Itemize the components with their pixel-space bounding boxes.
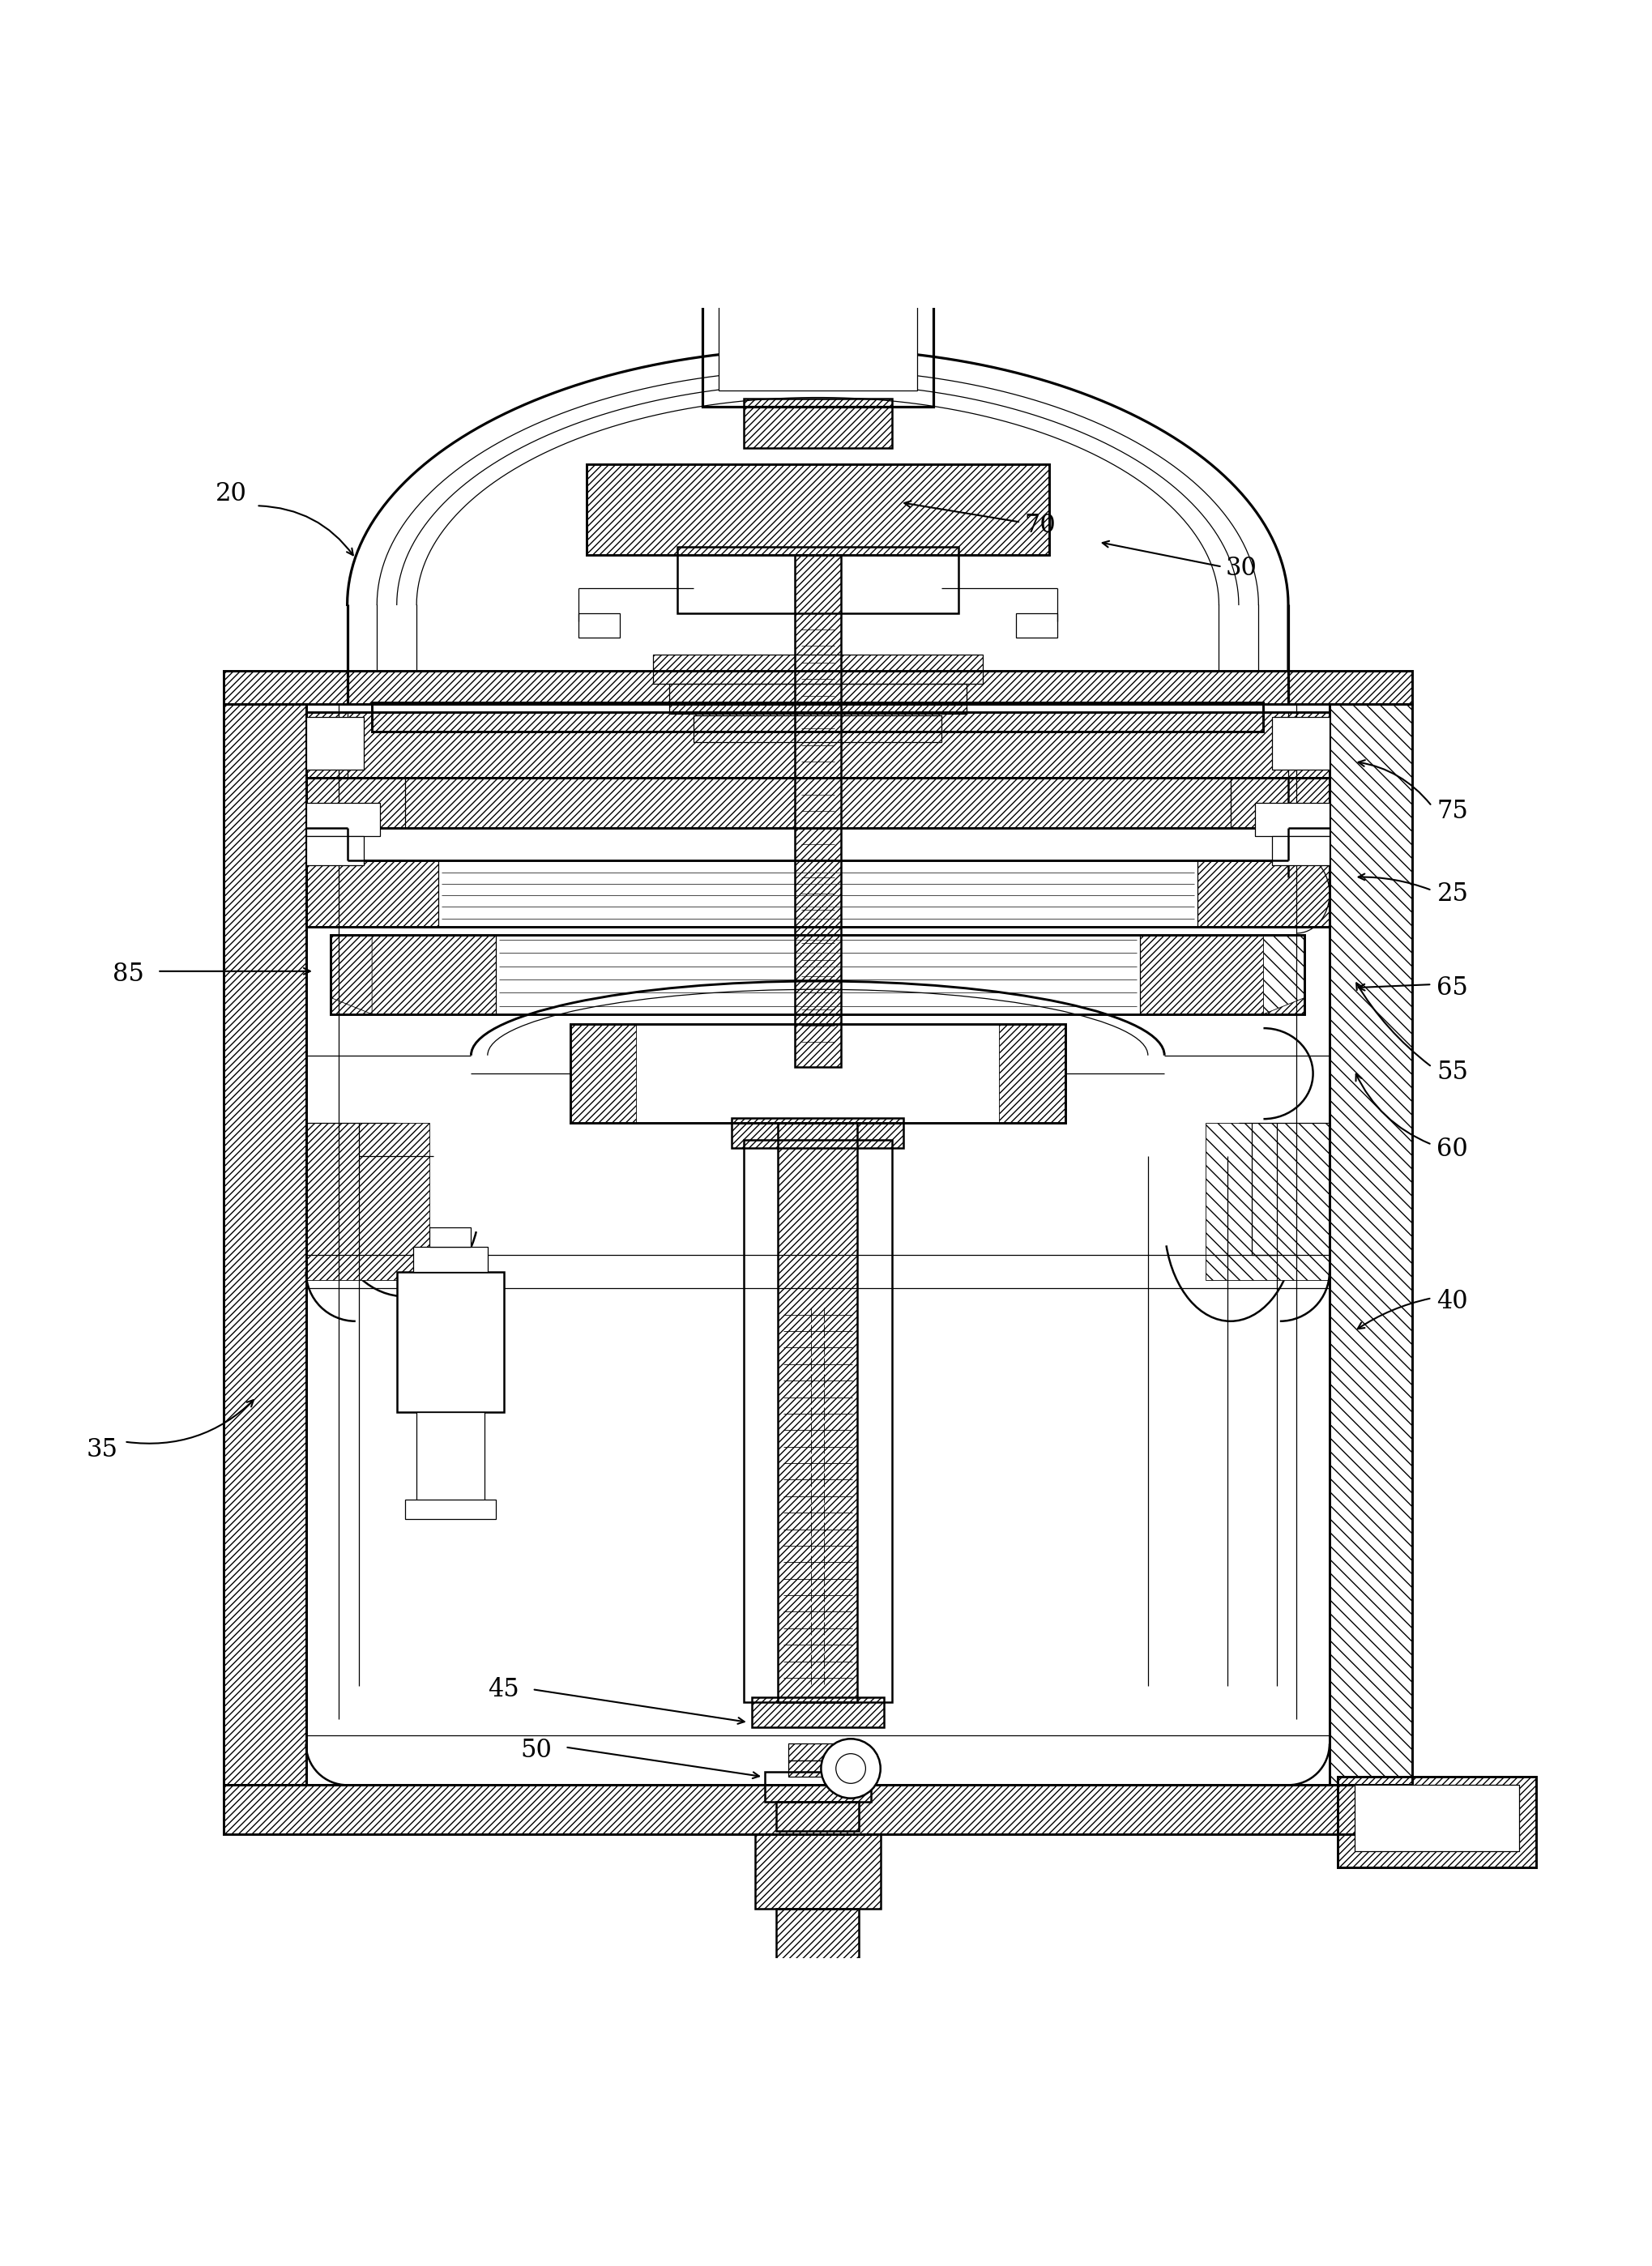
Bar — [719, 274, 917, 390]
Polygon shape — [719, 274, 917, 390]
Bar — [776, 1908, 859, 1967]
Text: 20: 20 — [215, 483, 246, 508]
Bar — [743, 1140, 892, 1702]
Polygon shape — [788, 1761, 847, 1777]
Text: 70: 70 — [1024, 512, 1056, 537]
Polygon shape — [1264, 936, 1305, 1015]
Polygon shape — [1231, 777, 1330, 827]
Bar — [223, 705, 306, 1786]
Bar — [1256, 802, 1330, 836]
Bar — [413, 1246, 487, 1271]
Polygon shape — [1338, 1777, 1536, 1867]
Polygon shape — [788, 1745, 847, 1761]
Bar — [578, 614, 620, 637]
Text: 45: 45 — [487, 1677, 519, 1702]
Polygon shape — [306, 777, 1330, 827]
Text: 25: 25 — [1437, 881, 1469, 906]
Bar — [1355, 1786, 1520, 1851]
Bar — [788, 1761, 847, 1777]
Bar — [788, 1967, 847, 2024]
Circle shape — [821, 1738, 881, 1799]
Polygon shape — [1330, 705, 1412, 1786]
Bar — [416, 1412, 484, 1502]
Bar — [1338, 1777, 1536, 1867]
Polygon shape — [776, 1908, 859, 1967]
Polygon shape — [306, 1124, 430, 1280]
Polygon shape — [306, 712, 1330, 777]
Bar — [306, 861, 1330, 927]
Polygon shape — [306, 836, 363, 866]
Polygon shape — [1206, 1124, 1330, 1280]
Bar — [223, 1786, 1412, 1835]
Bar — [306, 836, 363, 866]
Bar — [306, 802, 380, 836]
Polygon shape — [653, 655, 983, 684]
Bar — [752, 1697, 884, 1727]
Polygon shape — [1198, 861, 1330, 927]
Polygon shape — [755, 1835, 881, 1908]
Bar — [653, 655, 983, 684]
Bar — [702, 267, 933, 406]
Bar — [732, 1117, 904, 1149]
Polygon shape — [752, 1697, 884, 1727]
Bar — [1272, 836, 1330, 866]
Bar — [570, 1024, 1066, 1124]
Bar — [405, 1500, 496, 1518]
Polygon shape — [776, 1801, 859, 1831]
Bar — [1272, 716, 1330, 770]
Polygon shape — [1256, 802, 1330, 836]
Bar — [778, 1124, 857, 1702]
Polygon shape — [306, 802, 380, 836]
Polygon shape — [778, 1124, 857, 1702]
Bar — [430, 1228, 471, 1246]
Polygon shape — [306, 777, 405, 827]
Bar — [223, 671, 1412, 705]
Polygon shape — [223, 705, 306, 1786]
Bar — [586, 465, 1049, 555]
Bar — [372, 702, 1264, 732]
Bar — [1330, 705, 1412, 1786]
Bar — [306, 716, 363, 770]
Text: 85: 85 — [112, 963, 144, 988]
Bar — [765, 1772, 871, 1801]
Bar — [330, 936, 1305, 1015]
Bar — [306, 777, 1330, 827]
Bar — [677, 546, 958, 614]
Bar — [755, 1835, 881, 1908]
Polygon shape — [306, 861, 438, 927]
Polygon shape — [795, 555, 841, 1067]
Bar — [743, 399, 892, 449]
Polygon shape — [694, 716, 942, 741]
Bar — [396, 1271, 504, 1412]
Polygon shape — [999, 1024, 1066, 1124]
Text: 40: 40 — [1437, 1289, 1469, 1314]
Bar — [669, 684, 966, 714]
Polygon shape — [223, 671, 1412, 705]
Text: 55: 55 — [1437, 1060, 1469, 1085]
Bar — [306, 712, 1330, 777]
Text: 60: 60 — [1437, 1138, 1469, 1162]
Text: 35: 35 — [86, 1437, 117, 1462]
Polygon shape — [330, 936, 372, 1015]
Bar — [1016, 614, 1057, 637]
Bar — [694, 716, 942, 741]
Polygon shape — [330, 936, 496, 1015]
Polygon shape — [586, 465, 1049, 555]
Text: 65: 65 — [1437, 974, 1469, 999]
Bar — [788, 1745, 847, 1761]
Polygon shape — [1272, 836, 1330, 866]
Text: 50: 50 — [520, 1738, 552, 1763]
Polygon shape — [743, 399, 892, 449]
Bar — [776, 1801, 859, 1831]
Text: 75: 75 — [1437, 798, 1469, 823]
Polygon shape — [732, 1117, 904, 1149]
Circle shape — [836, 1754, 866, 1783]
Text: 30: 30 — [1226, 555, 1257, 580]
Polygon shape — [570, 1024, 636, 1124]
Bar — [795, 555, 841, 1067]
Polygon shape — [669, 684, 966, 714]
Polygon shape — [223, 1786, 1412, 1835]
Polygon shape — [1140, 936, 1305, 1015]
